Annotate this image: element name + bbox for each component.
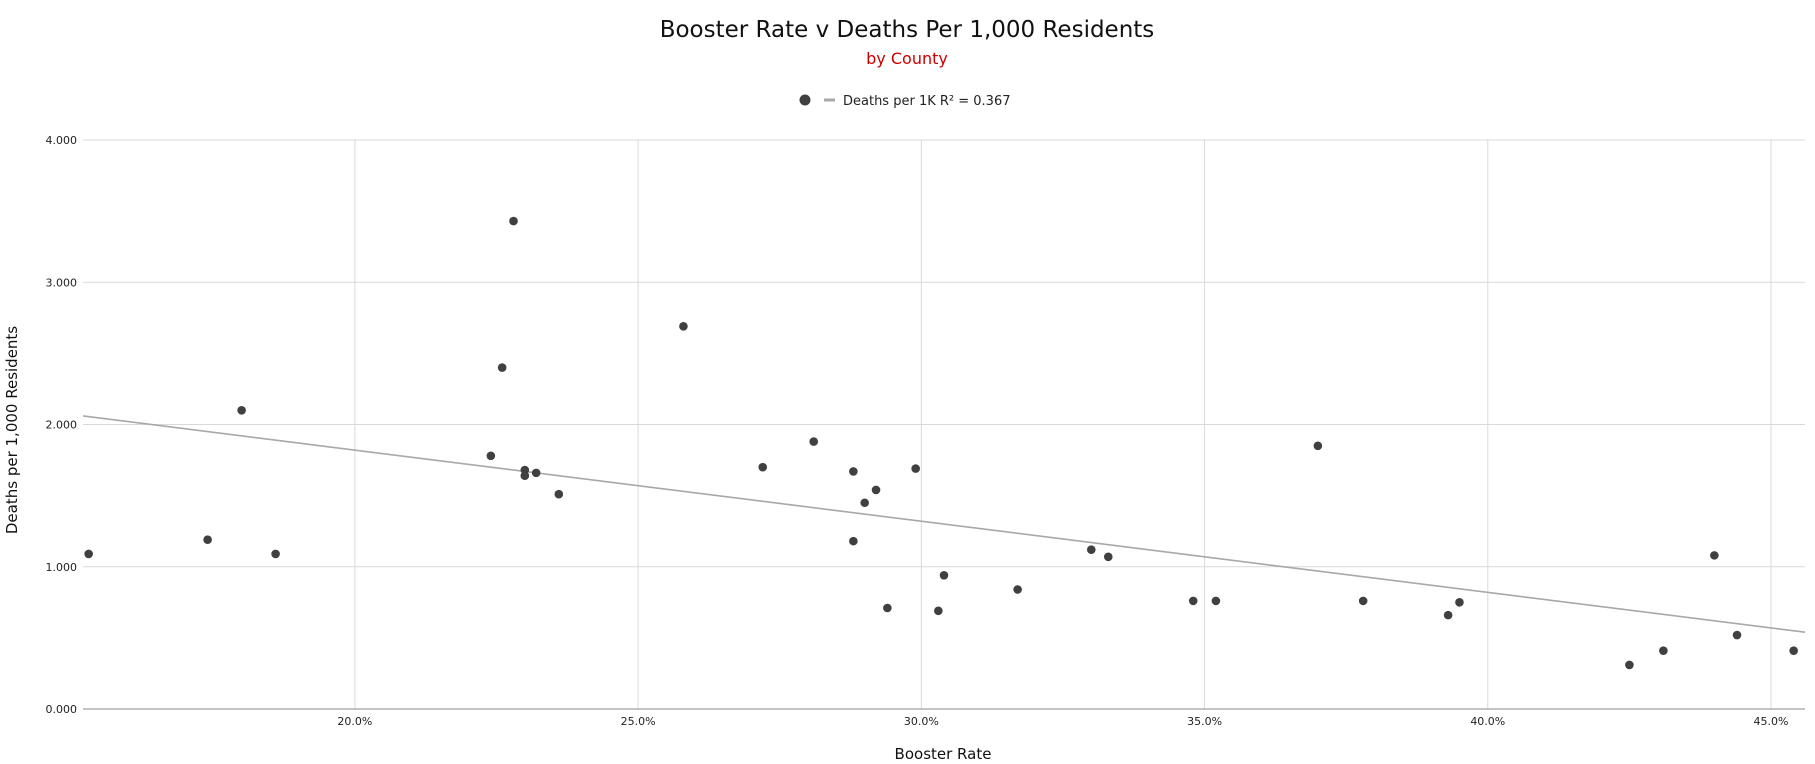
x-tick-labels: 20.0% 25.0% 30.0% 35.0% 40.0% 45.0% xyxy=(337,715,1788,728)
grid xyxy=(83,139,1805,709)
y-axis-title: Deaths per 1,000 Residents xyxy=(3,326,21,534)
data-point[interactable] xyxy=(1313,441,1323,451)
data-point[interactable] xyxy=(271,549,280,559)
data-point[interactable] xyxy=(809,437,819,446)
data-point[interactable] xyxy=(1710,551,1719,560)
data-point[interactable] xyxy=(237,405,246,415)
data-point[interactable] xyxy=(531,468,541,478)
x-tick-label: 40.0% xyxy=(1470,715,1505,728)
data-point[interactable] xyxy=(1625,660,1634,670)
legend[interactable]: Deaths per 1K R² = 0.367 xyxy=(799,94,1011,109)
data-point[interactable] xyxy=(1789,646,1798,655)
data-point[interactable] xyxy=(1086,545,1096,554)
data-point[interactable] xyxy=(1732,630,1742,640)
data-point[interactable] xyxy=(554,489,564,499)
y-tick-label: 3.000 xyxy=(46,276,78,289)
trendline xyxy=(82,415,1806,633)
x-axis-title: Booster Rate xyxy=(895,745,992,763)
data-point[interactable] xyxy=(679,322,688,331)
data-point[interactable] xyxy=(934,606,943,616)
data-point[interactable] xyxy=(849,536,858,546)
y-tick-label: 4.000 xyxy=(46,134,78,147)
x-tick-label: 25.0% xyxy=(621,715,656,728)
x-tick-label: 35.0% xyxy=(1187,715,1222,728)
y-tick-label: 0.000 xyxy=(46,703,78,716)
x-tick-label: 30.0% xyxy=(904,715,939,728)
legend-marker-dot xyxy=(799,94,811,106)
y-tick-label: 1.000 xyxy=(46,561,78,574)
data-point[interactable] xyxy=(1443,610,1453,620)
legend-label: Deaths per 1K R² = 0.367 xyxy=(843,94,1011,109)
data-point[interactable] xyxy=(871,485,881,495)
data-point[interactable] xyxy=(497,363,507,372)
data-point[interactable] xyxy=(1188,596,1198,606)
data-point[interactable] xyxy=(1455,598,1464,607)
data-point[interactable] xyxy=(509,216,518,226)
data-point[interactable] xyxy=(203,535,212,545)
data-point[interactable] xyxy=(849,467,858,476)
x-tick-label: 45.0% xyxy=(1754,715,1789,728)
y-tick-label: 2.000 xyxy=(46,419,78,432)
data-point[interactable] xyxy=(939,570,949,580)
data-point[interactable] xyxy=(486,451,496,461)
data-point[interactable] xyxy=(1013,585,1022,594)
data-point[interactable] xyxy=(1211,596,1221,606)
data-point[interactable] xyxy=(860,498,869,508)
data-point[interactable] xyxy=(758,462,768,472)
y-tick-labels: 0.000 1.000 2.000 3.000 4.000 xyxy=(46,134,78,716)
data-point[interactable] xyxy=(1659,646,1668,655)
data-point[interactable] xyxy=(84,549,93,559)
chart-title: Booster Rate v Deaths Per 1,000 Resident… xyxy=(660,17,1155,43)
data-point[interactable] xyxy=(1103,552,1113,562)
data-points xyxy=(84,216,1798,670)
chart-subtitle: by County xyxy=(866,49,948,68)
data-point[interactable] xyxy=(1358,596,1368,606)
x-tick-label: 20.0% xyxy=(337,715,372,728)
data-point[interactable] xyxy=(883,603,892,613)
data-point[interactable] xyxy=(520,471,530,481)
data-point[interactable] xyxy=(911,464,920,473)
